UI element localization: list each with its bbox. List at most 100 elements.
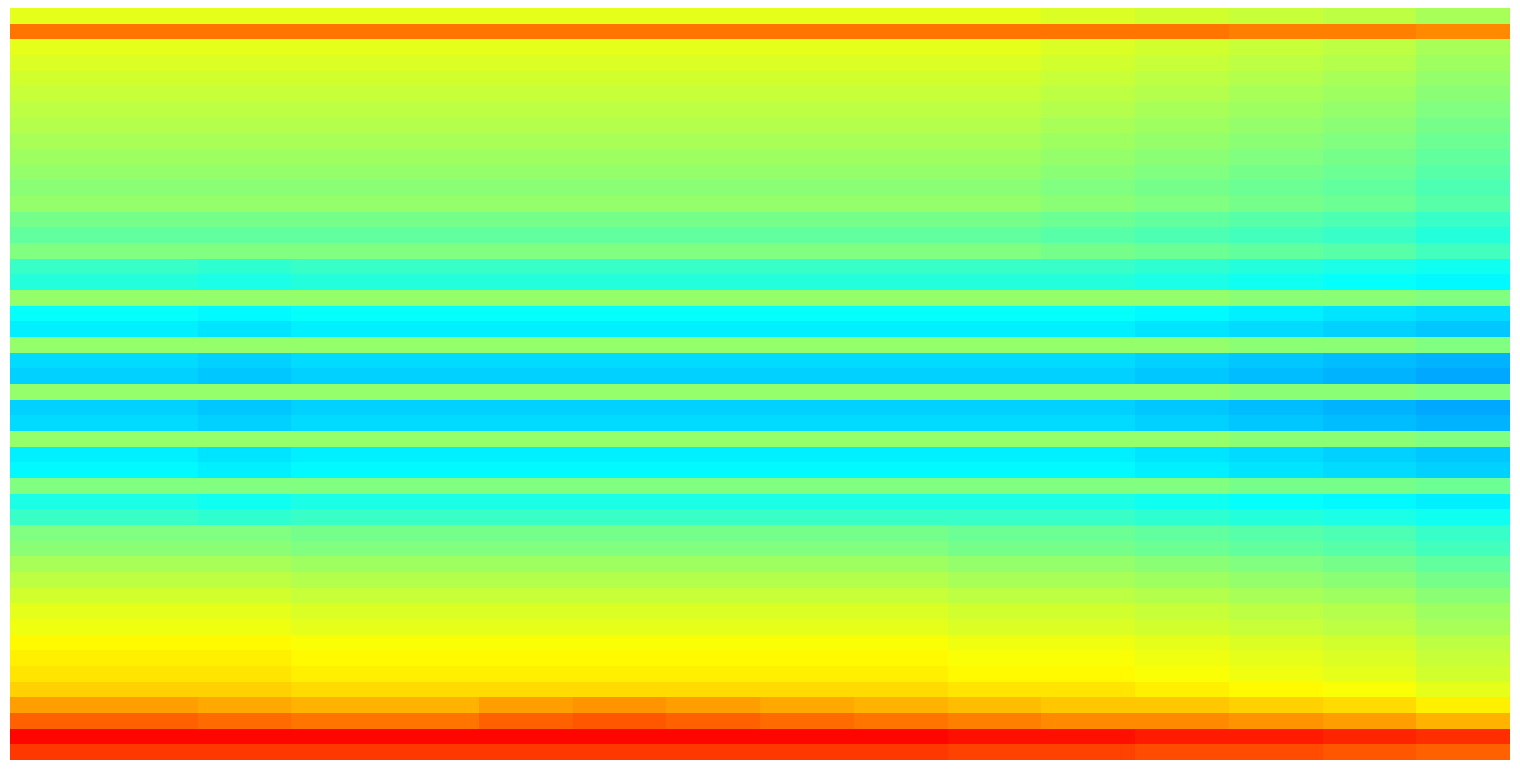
heatmap-cell bbox=[1416, 744, 1510, 760]
heatmap-cell bbox=[573, 133, 667, 149]
heatmap-cell bbox=[479, 274, 573, 290]
heatmap-cell bbox=[1041, 478, 1135, 494]
heatmap-cell bbox=[666, 415, 760, 431]
heatmap-cell bbox=[760, 447, 854, 463]
heatmap-cell bbox=[948, 635, 1042, 651]
heatmap-cell bbox=[104, 572, 198, 588]
heatmap-cell bbox=[1416, 447, 1510, 463]
heatmap-cell bbox=[573, 196, 667, 212]
heatmap-cell bbox=[760, 525, 854, 541]
heatmap-cell bbox=[1135, 666, 1229, 682]
heatmap-cell bbox=[479, 180, 573, 196]
heatmap-cell bbox=[854, 290, 948, 306]
heatmap-cell bbox=[1041, 650, 1135, 666]
heatmap-cell bbox=[1041, 102, 1135, 118]
heatmap-cell bbox=[385, 744, 479, 760]
heatmap-cell bbox=[198, 556, 292, 572]
heatmap-cell bbox=[666, 572, 760, 588]
heatmap-cell bbox=[666, 24, 760, 40]
heatmap-cell bbox=[10, 509, 104, 525]
heatmap-cell bbox=[104, 713, 198, 729]
heatmap-cell bbox=[385, 650, 479, 666]
heatmap-cell bbox=[948, 353, 1042, 369]
heatmap-cell bbox=[479, 165, 573, 181]
heatmap-cell bbox=[1416, 24, 1510, 40]
heatmap-cell bbox=[1416, 713, 1510, 729]
heatmap-cell bbox=[479, 86, 573, 102]
heatmap-cell bbox=[479, 306, 573, 322]
heatmap-cell bbox=[385, 337, 479, 353]
heatmap-cell bbox=[291, 212, 385, 228]
heatmap-cell bbox=[104, 306, 198, 322]
heatmap-cell bbox=[948, 290, 1042, 306]
heatmap-cell bbox=[479, 55, 573, 71]
heatmap-cell bbox=[948, 306, 1042, 322]
heatmap-cell bbox=[666, 697, 760, 713]
heatmap-cell bbox=[198, 713, 292, 729]
heatmap-cell bbox=[291, 682, 385, 698]
heatmap-cell bbox=[1229, 274, 1323, 290]
heatmap-cell bbox=[666, 196, 760, 212]
heatmap-cell bbox=[854, 180, 948, 196]
heatmap-cell bbox=[1323, 713, 1417, 729]
heatmap-cell bbox=[104, 729, 198, 745]
heatmap-cell bbox=[854, 556, 948, 572]
heatmap-cell bbox=[948, 102, 1042, 118]
heatmap-cell bbox=[1416, 494, 1510, 510]
heatmap-cell bbox=[1229, 368, 1323, 384]
heatmap-cell bbox=[854, 713, 948, 729]
heatmap-cell bbox=[198, 165, 292, 181]
heatmap-cell bbox=[1135, 180, 1229, 196]
heatmap-cell bbox=[198, 525, 292, 541]
heatmap-cell bbox=[10, 321, 104, 337]
heatmap-cell bbox=[385, 666, 479, 682]
heatmap-cell bbox=[291, 650, 385, 666]
heatmap-cell bbox=[385, 588, 479, 604]
heatmap-cell bbox=[948, 55, 1042, 71]
heatmap-cell bbox=[198, 39, 292, 55]
heatmap-cell bbox=[1229, 619, 1323, 635]
heatmap-cell bbox=[1041, 713, 1135, 729]
heatmap-cell bbox=[1323, 8, 1417, 24]
heatmap-cell bbox=[573, 274, 667, 290]
heatmap-cell bbox=[291, 133, 385, 149]
heatmap-cell bbox=[666, 478, 760, 494]
heatmap-cell bbox=[1135, 8, 1229, 24]
heatmap-cell bbox=[385, 572, 479, 588]
heatmap-cell bbox=[10, 259, 104, 275]
heatmap-cell bbox=[1135, 572, 1229, 588]
heatmap-cell bbox=[198, 619, 292, 635]
heatmap-cell bbox=[291, 24, 385, 40]
heatmap-cell bbox=[760, 243, 854, 259]
heatmap-cell bbox=[385, 494, 479, 510]
heatmap-cell bbox=[104, 39, 198, 55]
heatmap-cell bbox=[1416, 509, 1510, 525]
heatmap-cell bbox=[666, 588, 760, 604]
heatmap-cell bbox=[198, 431, 292, 447]
heatmap-cell bbox=[854, 619, 948, 635]
heatmap-cell bbox=[291, 196, 385, 212]
heatmap-cell bbox=[854, 102, 948, 118]
heatmap-cell bbox=[291, 353, 385, 369]
heatmap-cell bbox=[1135, 274, 1229, 290]
heatmap-cell bbox=[291, 149, 385, 165]
heatmap-cell bbox=[1229, 400, 1323, 416]
heatmap-cell bbox=[1323, 180, 1417, 196]
heatmap-cell bbox=[760, 415, 854, 431]
heatmap-cell bbox=[385, 55, 479, 71]
heatmap-cell bbox=[10, 196, 104, 212]
heatmap-cell bbox=[1135, 118, 1229, 134]
heatmap-cell bbox=[573, 744, 667, 760]
heatmap-cell bbox=[854, 478, 948, 494]
heatmap-cell bbox=[104, 525, 198, 541]
heatmap-cell bbox=[666, 274, 760, 290]
heatmap-cell bbox=[1135, 462, 1229, 478]
heatmap-cell bbox=[10, 306, 104, 322]
heatmap-cell bbox=[198, 635, 292, 651]
heatmap-cell bbox=[666, 744, 760, 760]
heatmap-cell bbox=[1229, 447, 1323, 463]
heatmap-cell bbox=[104, 180, 198, 196]
heatmap-cell bbox=[291, 180, 385, 196]
heatmap-cell bbox=[479, 494, 573, 510]
heatmap-cell bbox=[666, 447, 760, 463]
